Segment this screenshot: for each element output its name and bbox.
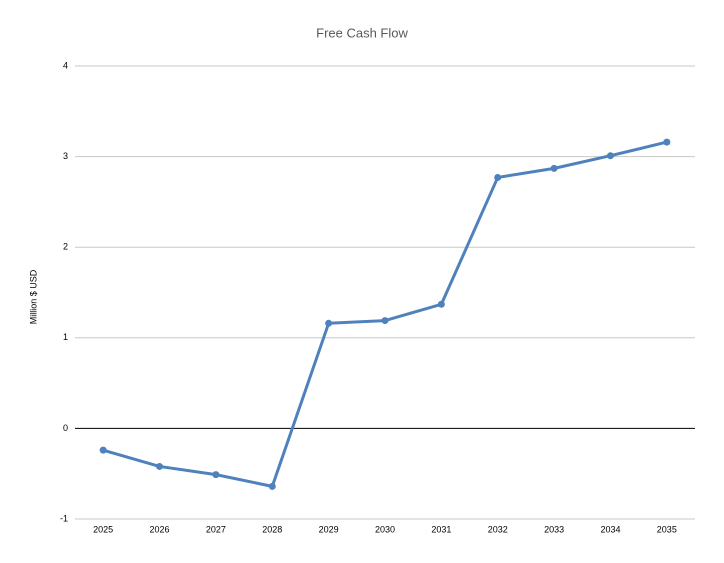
y-axis-label: Million $ USD	[28, 269, 38, 324]
point	[99, 446, 107, 454]
y-tick-label: 4	[63, 60, 68, 70]
point	[550, 164, 558, 172]
point	[325, 319, 333, 327]
x-tick-label: 2032	[488, 524, 508, 534]
point	[494, 173, 502, 181]
point	[212, 471, 220, 479]
x-tick-label: 2035	[657, 524, 677, 534]
y-tick-label: 1	[63, 332, 68, 342]
x-tick-label: 2029	[319, 524, 339, 534]
x-tick-label: 2027	[206, 524, 226, 534]
y-tick-label: -1	[60, 513, 68, 523]
y-tick-label: 0	[63, 423, 68, 433]
point	[606, 152, 614, 160]
x-tick-label: 2028	[262, 524, 282, 534]
x-tick-label: 2031	[431, 524, 451, 534]
x-tick-label: 2026	[150, 524, 170, 534]
y-tick-label: 2	[63, 242, 68, 252]
x-tick-label: 2034	[600, 524, 620, 534]
x-tick-label: 2030	[375, 524, 395, 534]
point	[156, 462, 164, 470]
point	[381, 317, 389, 325]
line	[102, 140, 668, 488]
x-tick-label: 2025	[93, 524, 113, 534]
point	[437, 300, 445, 308]
y-tick-label: 3	[63, 151, 68, 161]
x-tick-label: 2033	[544, 524, 564, 534]
point	[268, 482, 276, 490]
point	[663, 138, 671, 146]
chart-title: Free Cash Flow	[316, 25, 408, 40]
